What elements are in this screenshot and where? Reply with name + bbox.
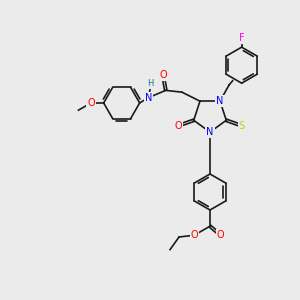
Text: O: O: [190, 230, 198, 240]
Text: O: O: [87, 98, 95, 108]
Text: S: S: [238, 121, 244, 131]
Text: F: F: [239, 33, 244, 43]
Text: O: O: [175, 121, 182, 131]
Text: N: N: [145, 93, 152, 103]
Text: O: O: [159, 70, 167, 80]
Text: O: O: [217, 230, 225, 240]
Text: N: N: [216, 96, 224, 106]
Text: N: N: [206, 127, 214, 137]
Text: H: H: [147, 79, 154, 88]
